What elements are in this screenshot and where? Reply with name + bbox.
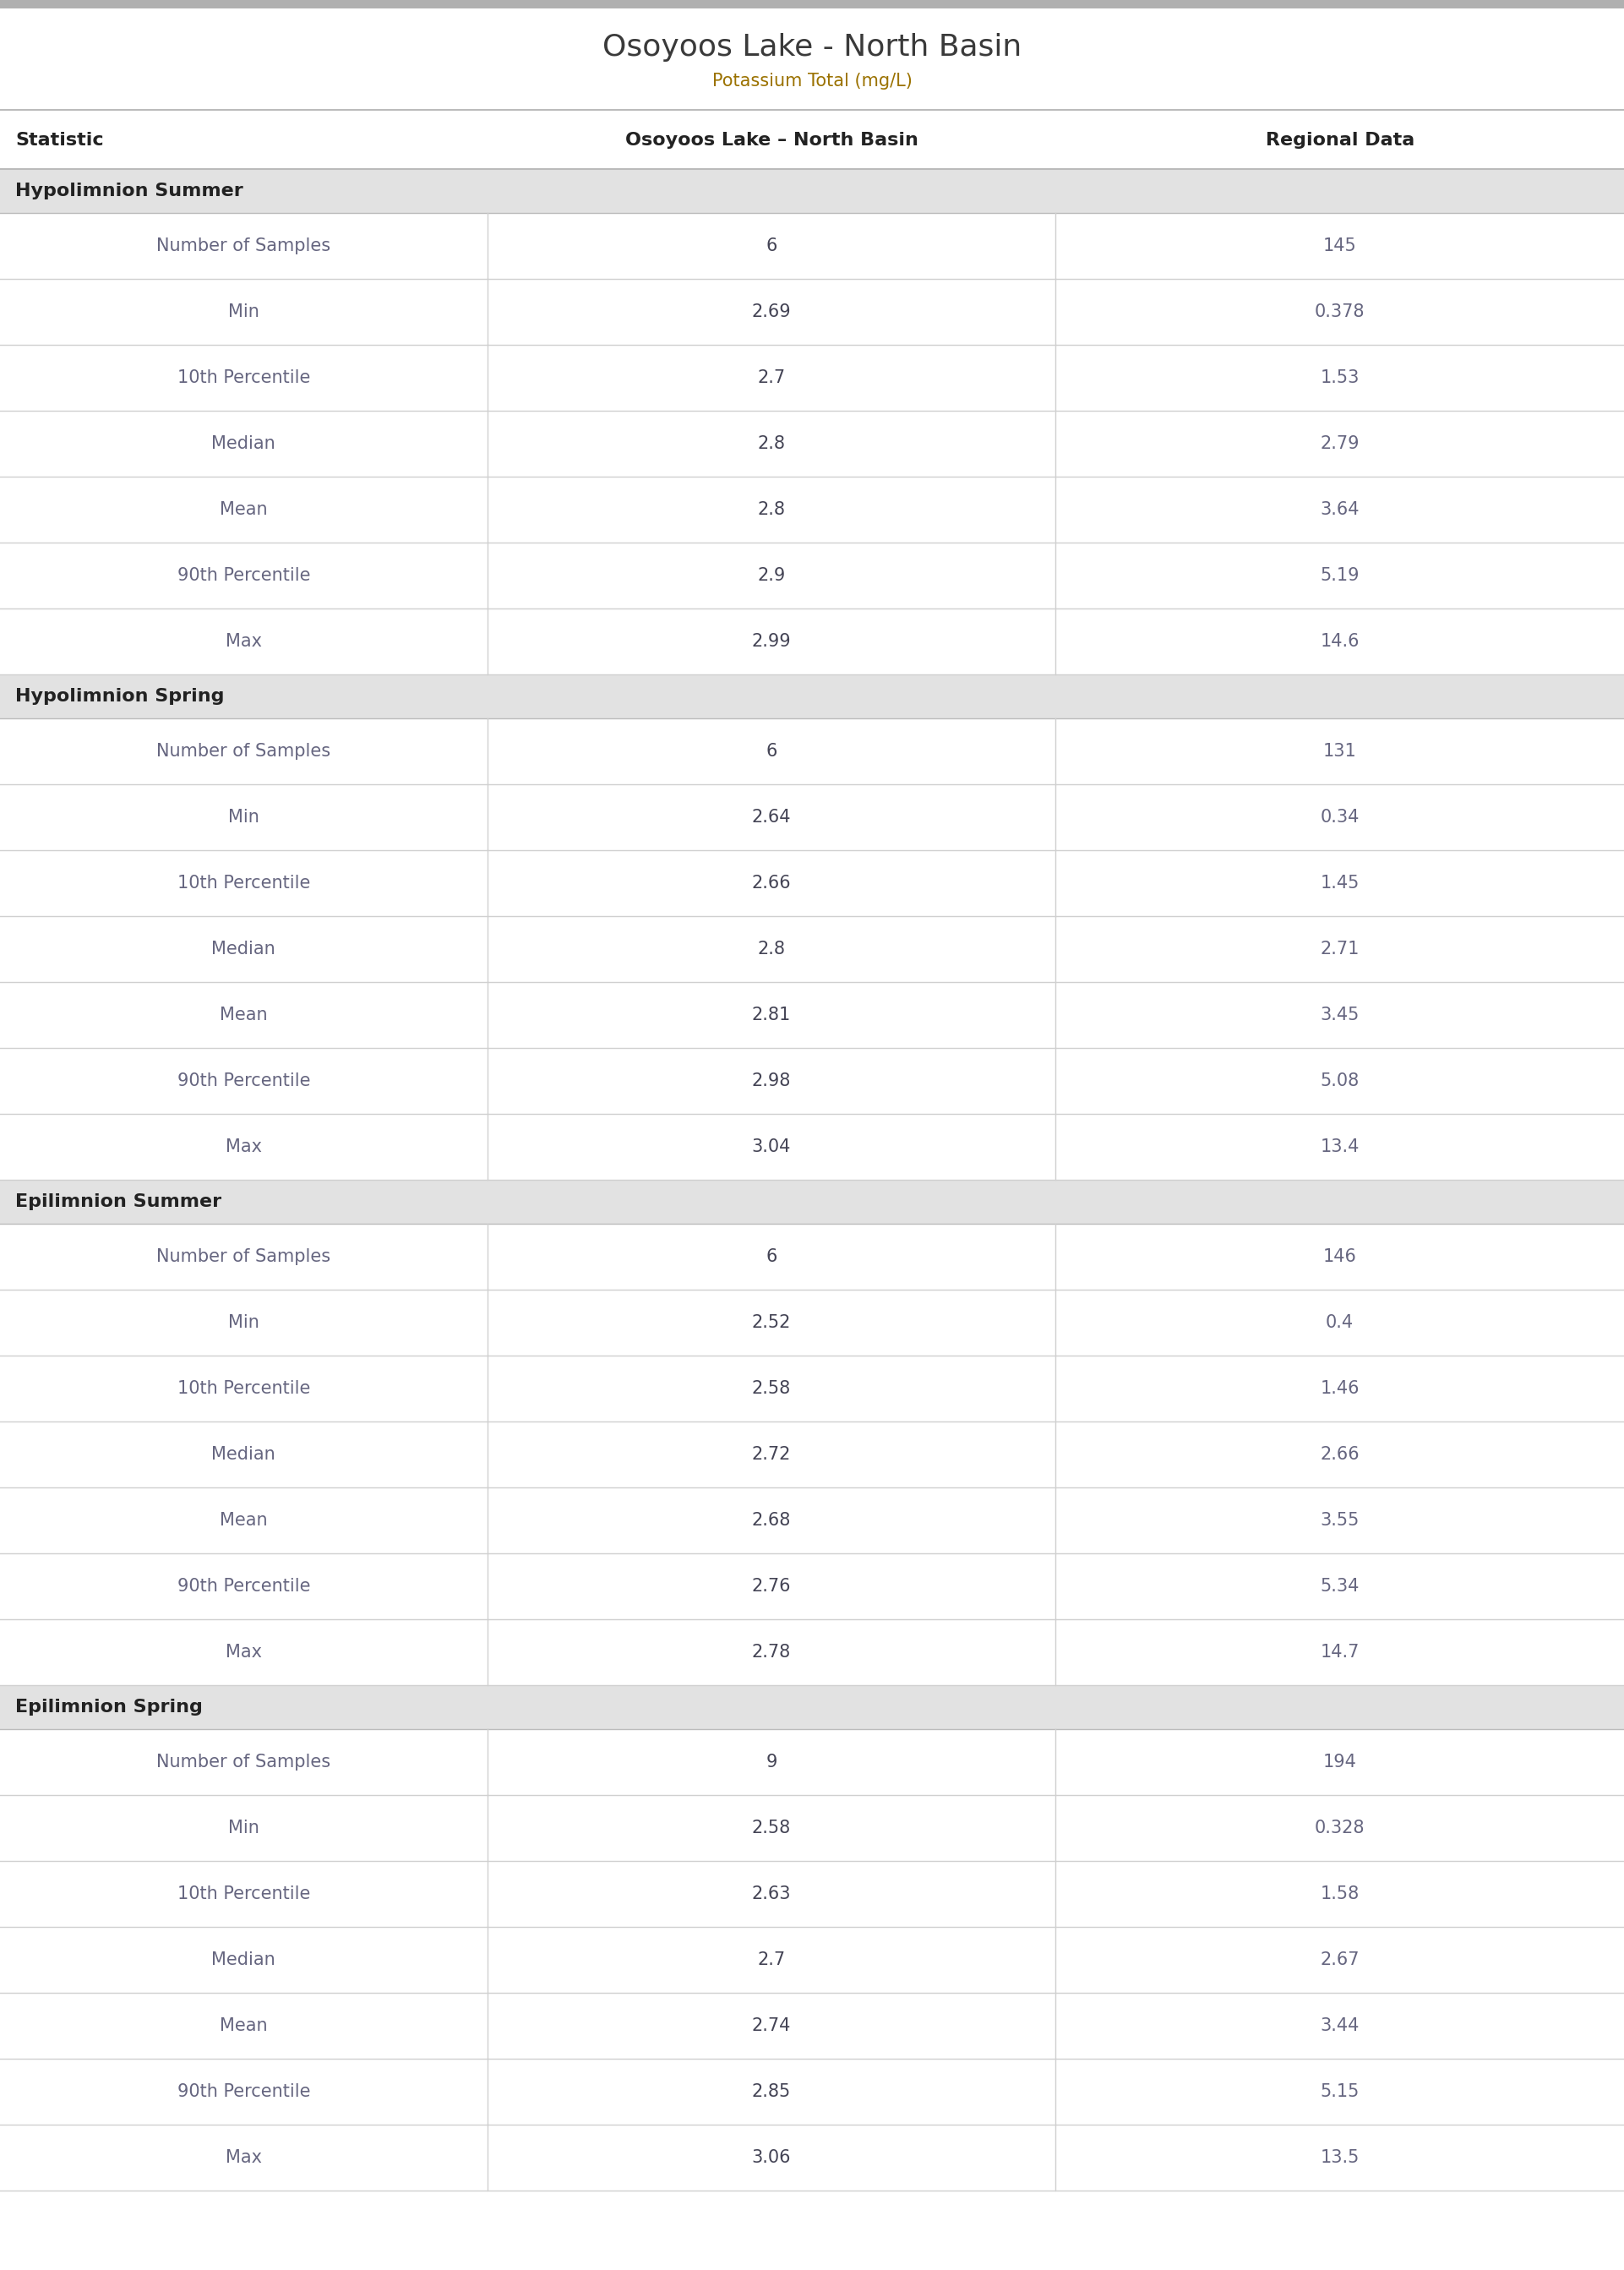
Text: 1.53: 1.53: [1320, 370, 1359, 386]
Text: Hypolimnion Summer: Hypolimnion Summer: [15, 182, 244, 200]
Text: 10th Percentile: 10th Percentile: [177, 1886, 310, 1902]
Text: Epilimnion Spring: Epilimnion Spring: [15, 1698, 203, 1716]
Text: Median: Median: [211, 1446, 276, 1462]
Text: 0.4: 0.4: [1325, 1314, 1354, 1330]
Text: 3.44: 3.44: [1320, 2018, 1359, 2034]
Text: 2.74: 2.74: [752, 2018, 791, 2034]
Text: Min: Min: [227, 808, 260, 826]
Text: 2.71: 2.71: [1320, 940, 1359, 958]
Text: 146: 146: [1324, 1249, 1356, 1264]
Text: 2.76: 2.76: [752, 1578, 791, 1596]
Bar: [0, 674, 1624, 717]
Text: Potassium Total (mg/L): Potassium Total (mg/L): [711, 73, 913, 91]
Text: 1.58: 1.58: [1320, 1886, 1359, 1902]
Text: 2.85: 2.85: [752, 2084, 791, 2100]
Text: 2.7: 2.7: [757, 370, 786, 386]
Text: Osoyoos Lake – North Basin: Osoyoos Lake – North Basin: [625, 132, 918, 150]
Text: 145: 145: [1324, 238, 1356, 254]
Text: Number of Samples: Number of Samples: [156, 1249, 331, 1264]
Text: Osoyoos Lake - North Basin: Osoyoos Lake - North Basin: [603, 32, 1021, 61]
Text: 2.99: 2.99: [752, 633, 791, 649]
Text: Max: Max: [226, 2150, 261, 2166]
Text: Max: Max: [226, 633, 261, 649]
Text: 2.8: 2.8: [757, 502, 786, 518]
Text: 10th Percentile: 10th Percentile: [177, 370, 310, 386]
Text: 2.7: 2.7: [757, 1952, 786, 1968]
Text: 2.66: 2.66: [752, 874, 791, 892]
Bar: [0, 1684, 1624, 1730]
Text: 2.8: 2.8: [757, 940, 786, 958]
Text: 3.04: 3.04: [752, 1137, 791, 1155]
Text: 2.67: 2.67: [1320, 1952, 1359, 1968]
Text: Median: Median: [211, 436, 276, 452]
Text: 2.8: 2.8: [757, 436, 786, 452]
Text: 14.7: 14.7: [1320, 1643, 1359, 1662]
Text: 2.63: 2.63: [752, 1886, 791, 1902]
Text: Mean: Mean: [219, 1006, 268, 1024]
Text: 2.98: 2.98: [752, 1071, 791, 1090]
Text: Hypolimnion Spring: Hypolimnion Spring: [15, 688, 224, 704]
Text: Mean: Mean: [219, 2018, 268, 2034]
Text: Epilimnion Summer: Epilimnion Summer: [15, 1194, 221, 1210]
Text: 6: 6: [767, 1249, 776, 1264]
Text: 2.81: 2.81: [752, 1006, 791, 1024]
Text: 13.5: 13.5: [1320, 2150, 1359, 2166]
Text: 131: 131: [1324, 742, 1356, 760]
Text: 6: 6: [767, 742, 776, 760]
Text: 5.19: 5.19: [1320, 568, 1359, 583]
Text: 0.34: 0.34: [1320, 808, 1359, 826]
Text: 6: 6: [767, 238, 776, 254]
Text: 194: 194: [1324, 1755, 1356, 1771]
Text: 1.46: 1.46: [1320, 1380, 1359, 1396]
Text: Max: Max: [226, 1643, 261, 1662]
Text: 9: 9: [767, 1755, 776, 1771]
Text: Number of Samples: Number of Samples: [156, 1755, 331, 1771]
Text: 90th Percentile: 90th Percentile: [177, 1071, 310, 1090]
Text: 13.4: 13.4: [1320, 1137, 1359, 1155]
Text: 2.64: 2.64: [752, 808, 791, 826]
Text: 2.66: 2.66: [1320, 1446, 1359, 1462]
Text: Median: Median: [211, 1952, 276, 1968]
Text: 0.378: 0.378: [1315, 304, 1364, 320]
Text: Mean: Mean: [219, 502, 268, 518]
Text: 90th Percentile: 90th Percentile: [177, 568, 310, 583]
Text: 3.45: 3.45: [1320, 1006, 1359, 1024]
Text: 14.6: 14.6: [1320, 633, 1359, 649]
Text: Regional Data: Regional Data: [1265, 132, 1415, 150]
Text: 3.55: 3.55: [1320, 1512, 1359, 1528]
Text: 5.15: 5.15: [1320, 2084, 1359, 2100]
Text: Median: Median: [211, 940, 276, 958]
Text: 10th Percentile: 10th Percentile: [177, 1380, 310, 1396]
Text: Max: Max: [226, 1137, 261, 1155]
Text: 10th Percentile: 10th Percentile: [177, 874, 310, 892]
Bar: [0, 0, 1624, 9]
Text: 2.52: 2.52: [752, 1314, 791, 1330]
Text: 1.45: 1.45: [1320, 874, 1359, 892]
Text: 2.68: 2.68: [752, 1512, 791, 1528]
Text: Mean: Mean: [219, 1512, 268, 1528]
Text: Min: Min: [227, 1314, 260, 1330]
Text: 0.328: 0.328: [1315, 1821, 1364, 1836]
Text: 3.64: 3.64: [1320, 502, 1359, 518]
Bar: [0, 1180, 1624, 1224]
Text: 90th Percentile: 90th Percentile: [177, 2084, 310, 2100]
Text: 2.78: 2.78: [752, 1643, 791, 1662]
Text: 2.58: 2.58: [752, 1380, 791, 1396]
Text: Statistic: Statistic: [15, 132, 104, 150]
Text: 5.08: 5.08: [1320, 1071, 1359, 1090]
Text: 90th Percentile: 90th Percentile: [177, 1578, 310, 1596]
Text: 3.06: 3.06: [752, 2150, 791, 2166]
Text: 2.72: 2.72: [752, 1446, 791, 1462]
Text: 2.79: 2.79: [1320, 436, 1359, 452]
Text: Number of Samples: Number of Samples: [156, 742, 331, 760]
Text: Min: Min: [227, 304, 260, 320]
Text: 2.9: 2.9: [757, 568, 786, 583]
Text: Min: Min: [227, 1821, 260, 1836]
Text: Number of Samples: Number of Samples: [156, 238, 331, 254]
Bar: [0, 168, 1624, 213]
Text: 2.69: 2.69: [752, 304, 791, 320]
Text: 2.58: 2.58: [752, 1821, 791, 1836]
Text: 5.34: 5.34: [1320, 1578, 1359, 1596]
